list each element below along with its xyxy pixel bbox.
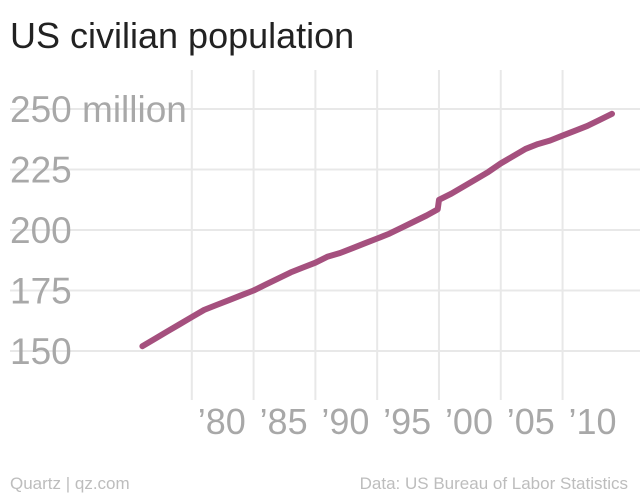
x-tick-label: ’95 [383,401,431,442]
y-tick-label: 200 [10,210,72,251]
x-tick-label: ’80 [198,401,246,442]
y-tick-label: 175 [10,271,72,312]
y-tick-label: 250 million [10,89,187,130]
x-tick-label: ’00 [445,401,493,442]
y-tick-label: 150 [10,331,72,372]
x-tick-label: ’05 [507,401,555,442]
y-tick-label: 225 [10,150,72,191]
x-tick-label: ’90 [321,401,369,442]
footer-credit: Quartz | qz.com [10,474,130,493]
chart-title: US civilian population [10,15,355,56]
footer-source: Data: US Bureau of Labor Statistics [359,474,628,493]
series-line [139,110,615,350]
x-tick-label: ’10 [569,401,617,442]
x-tick-label: ’85 [260,401,308,442]
